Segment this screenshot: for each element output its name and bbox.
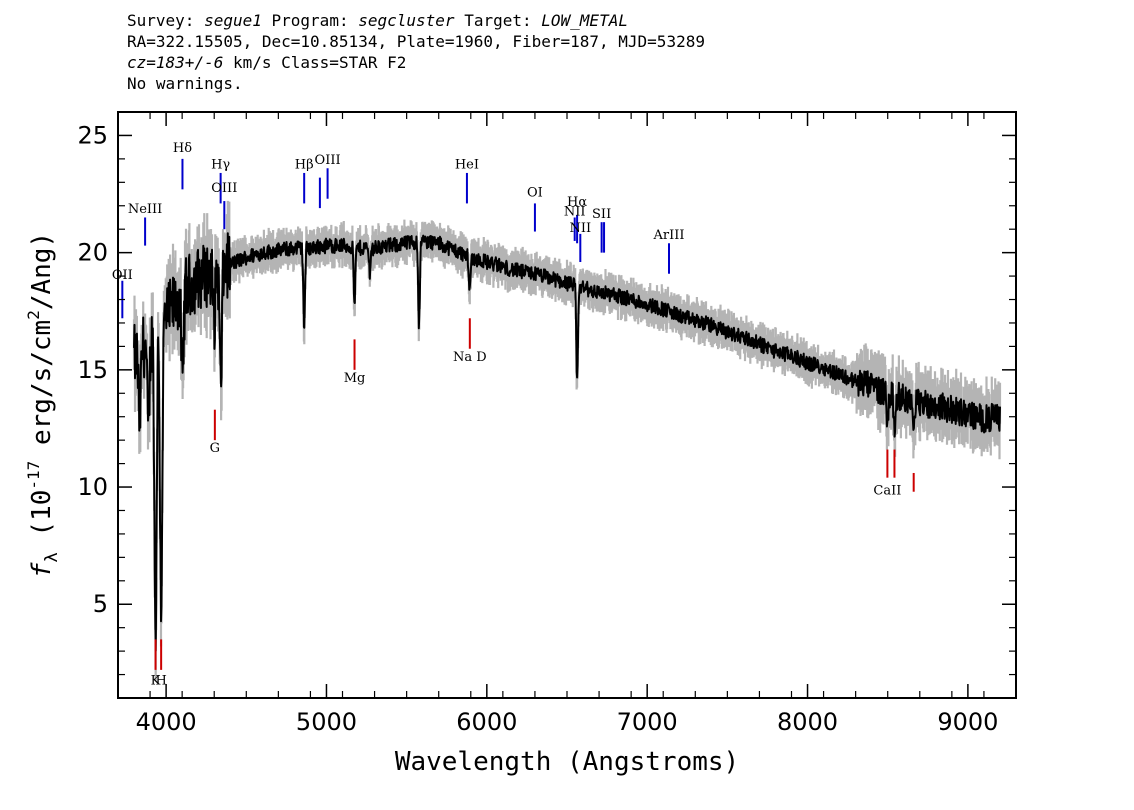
x-tick-label: 6000 <box>456 708 517 736</box>
y-axis-title: fλ (10-17 erg/s/cm2/Ang) <box>24 232 62 578</box>
spectrum-header: Survey: segue1 Program: segcluster Targe… <box>127 10 705 94</box>
survey-value: segue1 <box>204 11 262 30</box>
program-label: Program: <box>271 11 349 30</box>
spectral-line-label: NII <box>569 221 591 236</box>
y-axis-title-ang: /Ang) <box>27 232 57 310</box>
spectral-line-label: Hα <box>567 195 587 210</box>
spectral-line-label: Na D <box>453 350 487 365</box>
header-line-coordinates: RA=322.15505, Dec=10.85134, Plate=1960, … <box>127 32 705 51</box>
spectral-line-label: Hδ <box>173 141 192 156</box>
spectral-line-label: Hβ <box>295 158 314 173</box>
spectral-line-label: SII <box>592 207 611 222</box>
spectral-line-label: HeI <box>455 158 479 173</box>
y-tick-label: 20 <box>77 239 108 267</box>
spectral-line-label: ArIII <box>652 228 684 243</box>
spectral-line-label: Mg <box>344 371 366 386</box>
spectral-line-label: CaII <box>873 483 901 498</box>
spectral-line-label: OIII <box>315 153 341 168</box>
target-label: Target: <box>464 11 532 30</box>
y-axis-title-lambda: λ <box>42 552 62 562</box>
y-axis-title-units: erg/s/cm <box>27 320 57 461</box>
spectral-line-label: Hγ <box>211 158 230 173</box>
y-axis-title-f: f <box>27 562 57 578</box>
program-value: segcluster <box>358 11 455 30</box>
y-axis-title-sq: 2 <box>24 310 43 320</box>
header-line-redshift: cz=183+/-6 km/s Class=STAR F2 <box>127 52 705 73</box>
x-axis-title: Wavelength (Angstroms) <box>395 747 739 777</box>
spectral-line-label: NII <box>564 204 586 219</box>
cz-label: cz= <box>127 53 156 72</box>
x-tick-label: 9000 <box>937 708 998 736</box>
cz-class: km/s Class=STAR F2 <box>223 53 407 72</box>
x-tick-label: 7000 <box>617 708 678 736</box>
y-tick-label: 15 <box>77 356 108 384</box>
y-axis-title-power: (10 <box>27 490 57 553</box>
error-band <box>132 200 1002 681</box>
target-value: LOW_METAL <box>541 11 628 30</box>
x-tick-label: 4000 <box>136 708 197 736</box>
x-tick-label: 8000 <box>777 708 838 736</box>
spectral-line-label: H <box>155 673 166 688</box>
spectral-line-label: K <box>151 673 161 688</box>
header-line-survey: Survey: segue1 Program: segcluster Targe… <box>127 10 705 31</box>
y-tick-label: 10 <box>77 473 108 501</box>
x-tick-label: 5000 <box>296 708 357 736</box>
spectral-line-label: OI <box>527 186 543 201</box>
spectral-line-label: OII <box>112 268 133 283</box>
y-axis-title-exp: -17 <box>24 461 43 490</box>
flux-line <box>133 232 1001 652</box>
spectral-line-label: NeIII <box>128 202 162 217</box>
spectral-line-label: OIII <box>211 181 237 196</box>
survey-label: Survey: <box>127 11 195 30</box>
y-tick-label: 25 <box>77 121 108 149</box>
y-tick-label: 5 <box>93 590 108 618</box>
spectral-line-label: G <box>210 441 220 456</box>
header-line-warnings: No warnings. <box>127 74 243 93</box>
cz-value: 183+/-6 <box>155 53 224 72</box>
